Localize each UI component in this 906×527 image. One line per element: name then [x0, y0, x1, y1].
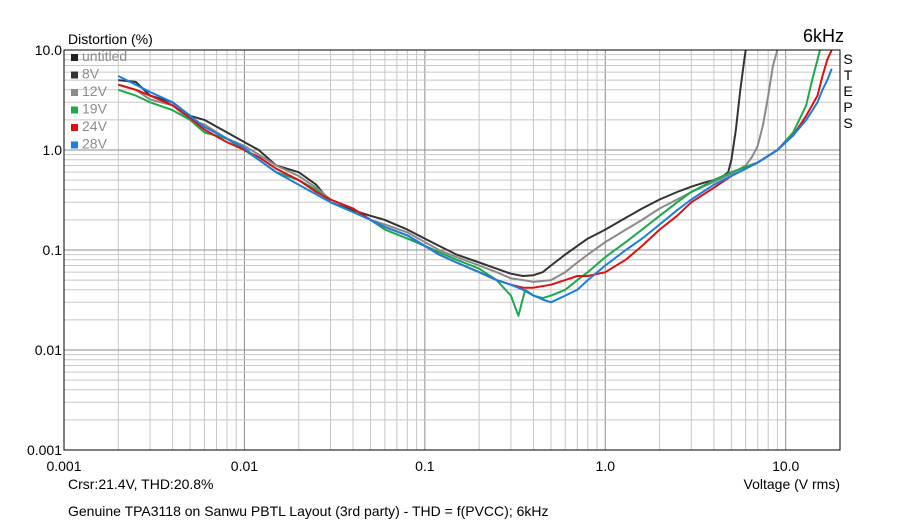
x-tick-label: 0.01 — [231, 458, 258, 474]
legend-swatch-untitled — [71, 54, 78, 61]
legend-label-19v: 19V — [82, 101, 108, 117]
y-tick-label: 1.0 — [43, 142, 63, 158]
x-tick-label: 0.001 — [46, 458, 81, 474]
y-tick-label: 0.1 — [43, 242, 63, 258]
legend-label-untitled: untitled — [82, 48, 127, 64]
legend-swatch-12v — [71, 89, 78, 96]
y-tick-label: 10.0 — [35, 42, 62, 58]
x-axis-label: Voltage (V rms) — [744, 476, 840, 492]
series-line-24v — [118, 50, 833, 289]
footer-caption: Genuine TPA3118 on Sanwu PBTL Layout (3r… — [68, 503, 549, 519]
series-line-8v — [118, 50, 747, 277]
x-tick-label: 0.1 — [415, 458, 435, 474]
plot-frame — [63, 49, 841, 451]
cursor-readout: Crsr:21.4V, THD:20.8% — [68, 476, 214, 492]
x-axis: 0.001 0.01 0.1 1.0 10.0 — [46, 458, 799, 474]
series-layer — [117, 50, 833, 317]
series-line-28v — [117, 68, 833, 304]
legend-label-24v: 24V — [82, 118, 108, 134]
series-line-12v — [118, 50, 779, 283]
steps-letter: P — [843, 99, 852, 115]
y-axis-label: Distortion (%) — [68, 31, 153, 47]
legend-swatch-19v — [71, 106, 78, 114]
chart-title: 6kHz — [803, 26, 844, 46]
legend-label-28v: 28V — [82, 136, 108, 152]
y-axis: 10.0 1.0 0.1 0.01 0.001 — [27, 42, 62, 458]
steps-letter: T — [844, 67, 853, 83]
legend-label-12v: 12V — [82, 83, 108, 99]
steps-letter: S — [843, 115, 852, 131]
x-tick-label: 10.0 — [772, 458, 799, 474]
legend-swatch-24v — [71, 124, 78, 131]
steps-letter: S — [843, 51, 852, 67]
x-tick-label: 1.0 — [596, 458, 616, 474]
y-tick-label: 0.001 — [27, 442, 62, 458]
legend-label-8v: 8V — [82, 66, 100, 82]
y-tick-label: 0.01 — [35, 342, 62, 358]
legend-swatch-8v — [71, 71, 78, 79]
legend-swatch-28v — [71, 141, 78, 149]
steps-letter: E — [843, 83, 852, 99]
